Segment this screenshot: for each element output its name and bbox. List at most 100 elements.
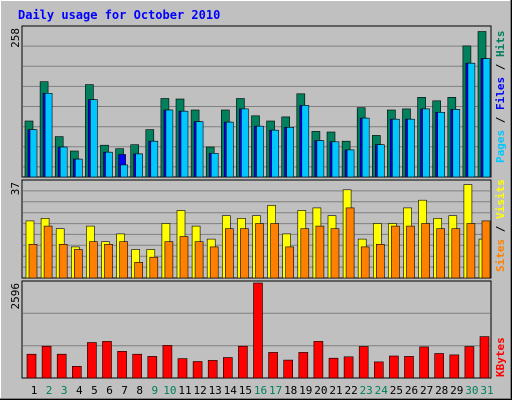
kbytes-bar xyxy=(238,345,248,379)
kbytes-bar xyxy=(177,358,188,379)
sites-bar xyxy=(164,241,174,279)
x-tick-label: 14 xyxy=(224,384,238,397)
sites-bar xyxy=(89,241,98,279)
kbytes-bar xyxy=(358,346,369,379)
x-tick-label: 24 xyxy=(375,384,389,397)
kbytes-bar xyxy=(283,359,294,379)
sites-bar xyxy=(436,228,446,279)
sites-bar xyxy=(391,225,400,279)
hits-ymax-label: 258 xyxy=(9,28,22,48)
kbytes-bar xyxy=(449,354,460,379)
legend-separator: / xyxy=(494,57,507,77)
kbytes-bar xyxy=(147,356,158,379)
x-tick-label: 5 xyxy=(91,384,98,397)
x-tick-label: 8 xyxy=(136,384,143,397)
chart-bars xyxy=(24,31,491,379)
pages-bar xyxy=(346,149,355,178)
x-tick-label: 1 xyxy=(31,384,38,397)
sites-bar xyxy=(330,228,340,279)
sites-bar xyxy=(406,225,415,279)
pages-bar xyxy=(226,121,234,178)
legend-sites: Sites xyxy=(494,239,507,272)
sites-bar xyxy=(315,225,325,279)
x-tick-label: 10 xyxy=(163,384,176,397)
pages-bar xyxy=(150,140,159,178)
kbytes-bar xyxy=(87,342,97,379)
visits-legend: Sites / Visits xyxy=(494,179,507,272)
x-tick-label: 20 xyxy=(314,384,327,397)
pages-bar xyxy=(361,117,370,178)
pages-bar xyxy=(120,164,128,178)
x-tick-label: 31 xyxy=(480,384,493,397)
pages-bar xyxy=(452,109,461,178)
x-tick-label: 13 xyxy=(209,384,222,397)
kbytes-bar xyxy=(479,336,490,379)
pages-bar xyxy=(316,140,325,178)
sites-bar xyxy=(360,246,370,279)
kbytes-bar xyxy=(207,360,218,379)
kbytes-bar xyxy=(162,345,173,379)
pages-bar xyxy=(301,105,310,178)
kbytes-bar xyxy=(223,357,233,379)
x-tick-label: 30 xyxy=(465,384,478,397)
sites-bar xyxy=(285,246,295,279)
legend-kbytes: KBytes xyxy=(494,337,507,377)
kbytes-bar xyxy=(56,353,67,379)
pages-bar xyxy=(105,151,113,178)
x-tick-label: 23 xyxy=(360,384,373,397)
kbytes-bar xyxy=(253,282,263,379)
hits-legend: Pages / Files / Hits xyxy=(494,31,507,164)
x-tick-label: 9 xyxy=(151,384,158,397)
x-tick-label: 6 xyxy=(106,384,113,397)
sites-bar xyxy=(481,220,491,279)
kbytes-bar xyxy=(404,356,414,379)
sites-bar xyxy=(58,244,68,279)
pages-bar xyxy=(180,110,189,178)
x-tick-label: 2 xyxy=(46,384,53,397)
pages-bar xyxy=(90,99,98,178)
kbytes-bar xyxy=(117,350,127,379)
kbytes-bar xyxy=(434,353,445,379)
sites-bar xyxy=(345,207,355,279)
x-tick-label: 21 xyxy=(329,384,342,397)
pages-bar xyxy=(195,121,204,178)
pages-bar xyxy=(331,141,340,178)
x-tick-label: 3 xyxy=(61,384,68,397)
sites-bar xyxy=(74,249,83,279)
pages-bar xyxy=(210,153,219,178)
kbytes-bar xyxy=(343,356,354,379)
sites-bar xyxy=(375,244,385,279)
x-tick-label: 11 xyxy=(178,384,191,397)
sites-bar xyxy=(104,244,113,279)
pages-bar xyxy=(376,144,385,178)
sites-bar xyxy=(209,246,219,279)
x-tick-label: 4 xyxy=(76,384,83,397)
legend-visits: Visits xyxy=(494,179,507,219)
kbytes-bar xyxy=(328,357,339,379)
x-tick-label: 25 xyxy=(390,384,403,397)
sites-bar xyxy=(134,262,143,279)
kbytes-bar xyxy=(102,341,112,379)
pages-bar xyxy=(256,125,264,178)
kbytes-bar xyxy=(192,361,203,379)
sites-bar xyxy=(179,236,189,279)
legend-separator: / xyxy=(494,219,507,239)
pages-bar xyxy=(241,108,249,178)
sites-bar xyxy=(421,223,430,279)
sites-bar xyxy=(119,241,128,279)
chart-title: Daily usage for October 2010 xyxy=(18,8,220,22)
kbytes-bar xyxy=(72,365,82,379)
kbytes-legend: KBytes xyxy=(494,337,507,377)
pages-bar xyxy=(286,127,295,178)
sites-bar xyxy=(149,256,159,279)
kbytes-bar xyxy=(389,355,399,379)
x-tick-label: 26 xyxy=(405,384,418,397)
sites-bar xyxy=(28,244,38,279)
kbytes-bar xyxy=(373,361,384,379)
x-tick-label: 27 xyxy=(420,384,433,397)
x-tick-label: 29 xyxy=(450,384,463,397)
pages-bar xyxy=(29,129,38,178)
pages-bar xyxy=(165,109,174,178)
pages-bar xyxy=(482,58,491,178)
